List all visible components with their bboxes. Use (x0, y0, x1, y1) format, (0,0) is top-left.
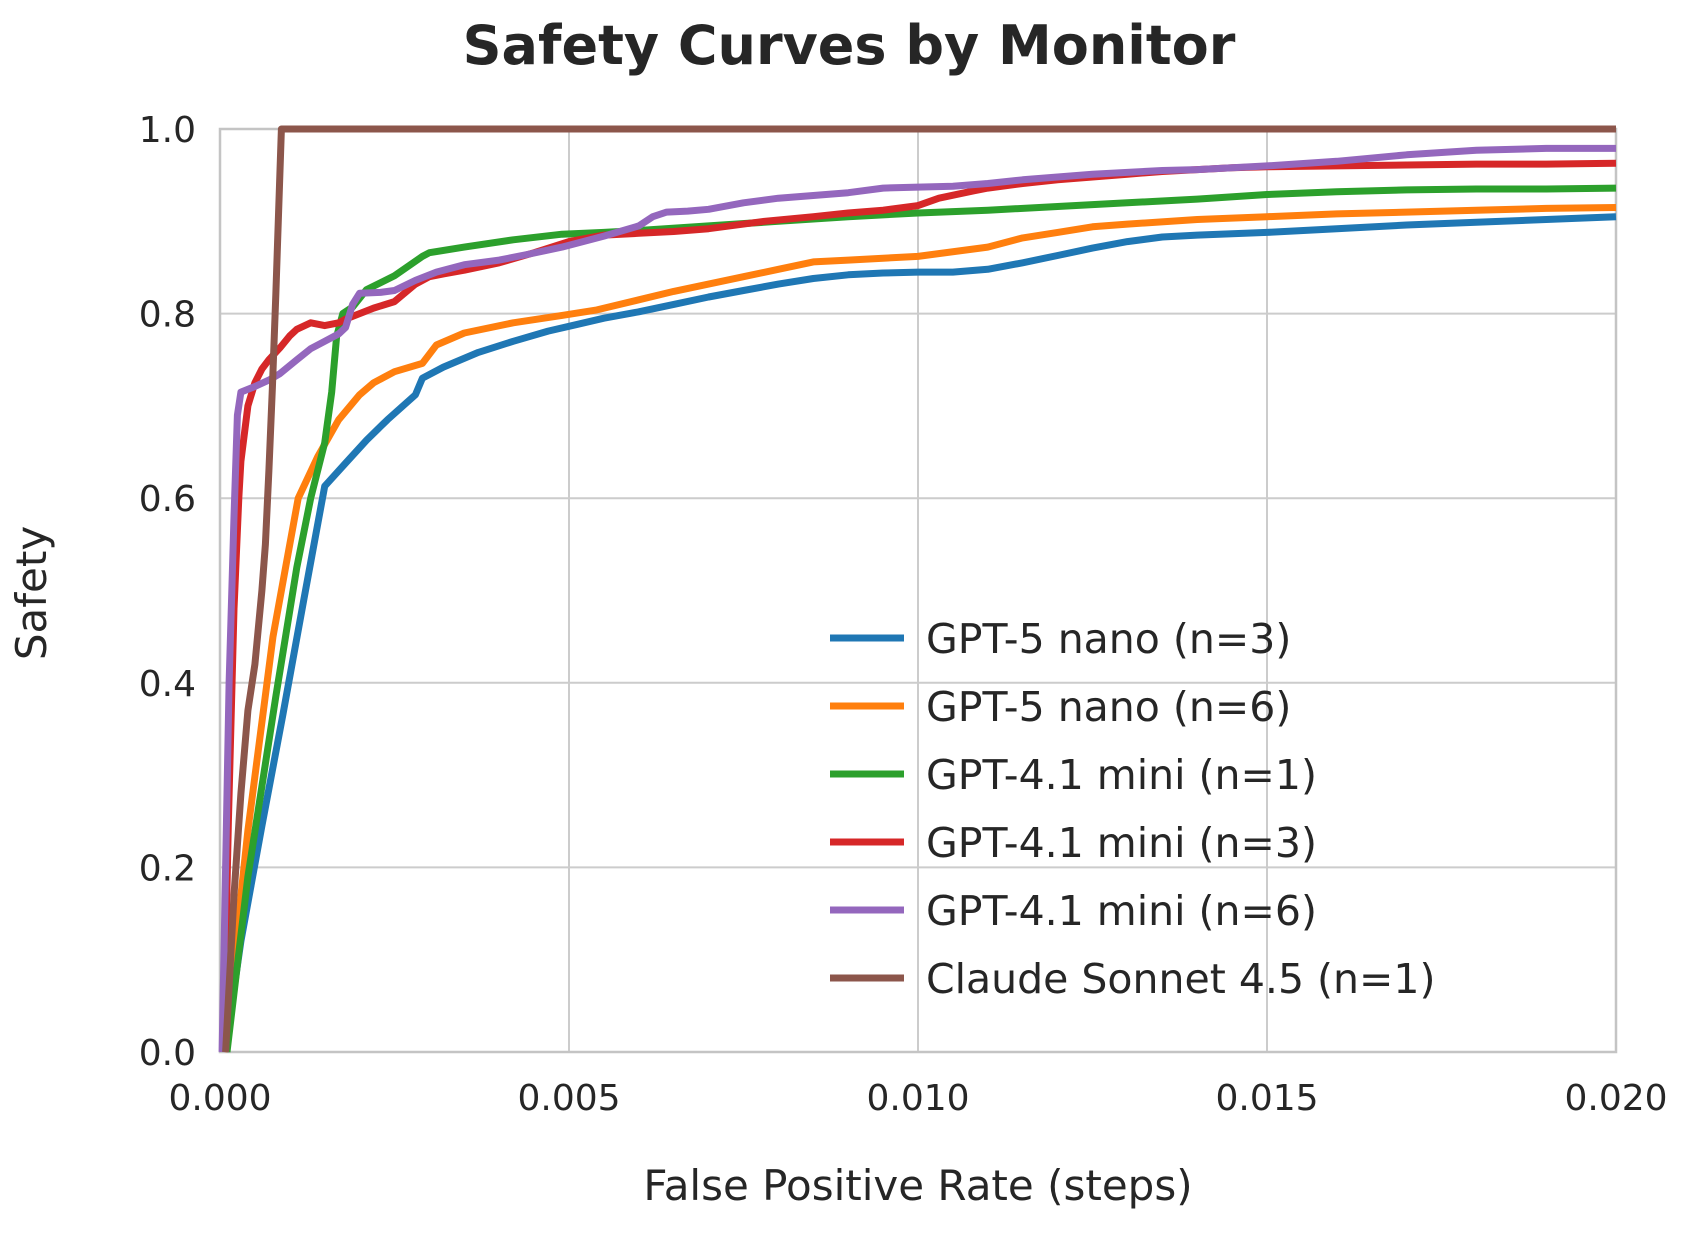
y-axis-label: Safety (7, 526, 56, 660)
series-line-gpt-5-nano-n-6 (220, 204, 1617, 1053)
legend-label: GPT-4.1 mini (n=6) (926, 887, 1317, 935)
y-tick-label: 0.4 (139, 664, 196, 705)
x-tick-label: 0.020 (1564, 1078, 1667, 1119)
legend-item-gpt-5-nano-n-3: GPT-5 nano (n=3) (830, 615, 1291, 663)
x-tick-label: 0.010 (866, 1078, 969, 1119)
x-tick-label: 0.015 (1215, 1078, 1318, 1119)
legend-item-claude-sonnet-4-5-n-1: Claude Sonnet 4.5 (n=1) (830, 955, 1435, 1003)
legend-label: GPT-5 nano (n=3) (926, 615, 1291, 663)
legend-item-gpt-4-1-mini-n-3: GPT-4.1 mini (n=3) (830, 819, 1317, 867)
series-line-gpt-4-1-mini-n-1 (223, 184, 1617, 1053)
legend-item-gpt-4-1-mini-n-6: GPT-4.1 mini (n=6) (830, 887, 1317, 935)
tick-layer: 0.000 0.005 0.010 0.015 0.020 0.0 0.2 0.4 0.6 0.8… (139, 110, 1668, 1119)
x-tick-label: 0.000 (168, 1078, 271, 1119)
series-line-gpt-4-1-mini-n-6 (218, 144, 1616, 1053)
legend-item-gpt-5-nano-n-6: GPT-5 nano (n=6) (830, 683, 1291, 731)
legend-label: GPT-4.1 mini (n=1) (926, 751, 1317, 799)
y-tick-label: 0.6 (139, 479, 196, 520)
y-tick-label: 0.2 (139, 848, 196, 889)
x-tick-label: 0.005 (517, 1078, 620, 1119)
legend-label: Claude Sonnet 4.5 (n=1) (926, 955, 1435, 1003)
legend: GPT-5 nano (n=3) GPT-5 nano (n=6) GPT-4.1 … (830, 615, 1435, 1003)
series-layer (218, 125, 1617, 1053)
series-line-gpt-5-nano-n-3 (221, 213, 1617, 1053)
x-axis-label: False Positive Rate (steps) (643, 1161, 1192, 1210)
series-line-claude-sonnet-4-5-n-1 (222, 125, 1616, 1053)
series-line-gpt-4-1-mini-n-3 (220, 159, 1617, 1053)
legend-label: GPT-5 nano (n=6) (926, 683, 1291, 731)
y-tick-label: 1.0 (139, 110, 196, 151)
y-tick-label: 0.0 (139, 1033, 196, 1074)
legend-label: GPT-4.1 mini (n=3) (926, 819, 1317, 867)
legend-item-gpt-4-1-mini-n-1: GPT-4.1 mini (n=1) (830, 751, 1317, 799)
y-tick-label: 0.8 (139, 295, 196, 336)
grid-layer (219, 128, 1617, 1053)
chart-title: Safety Curves by Monitor (463, 14, 1236, 77)
